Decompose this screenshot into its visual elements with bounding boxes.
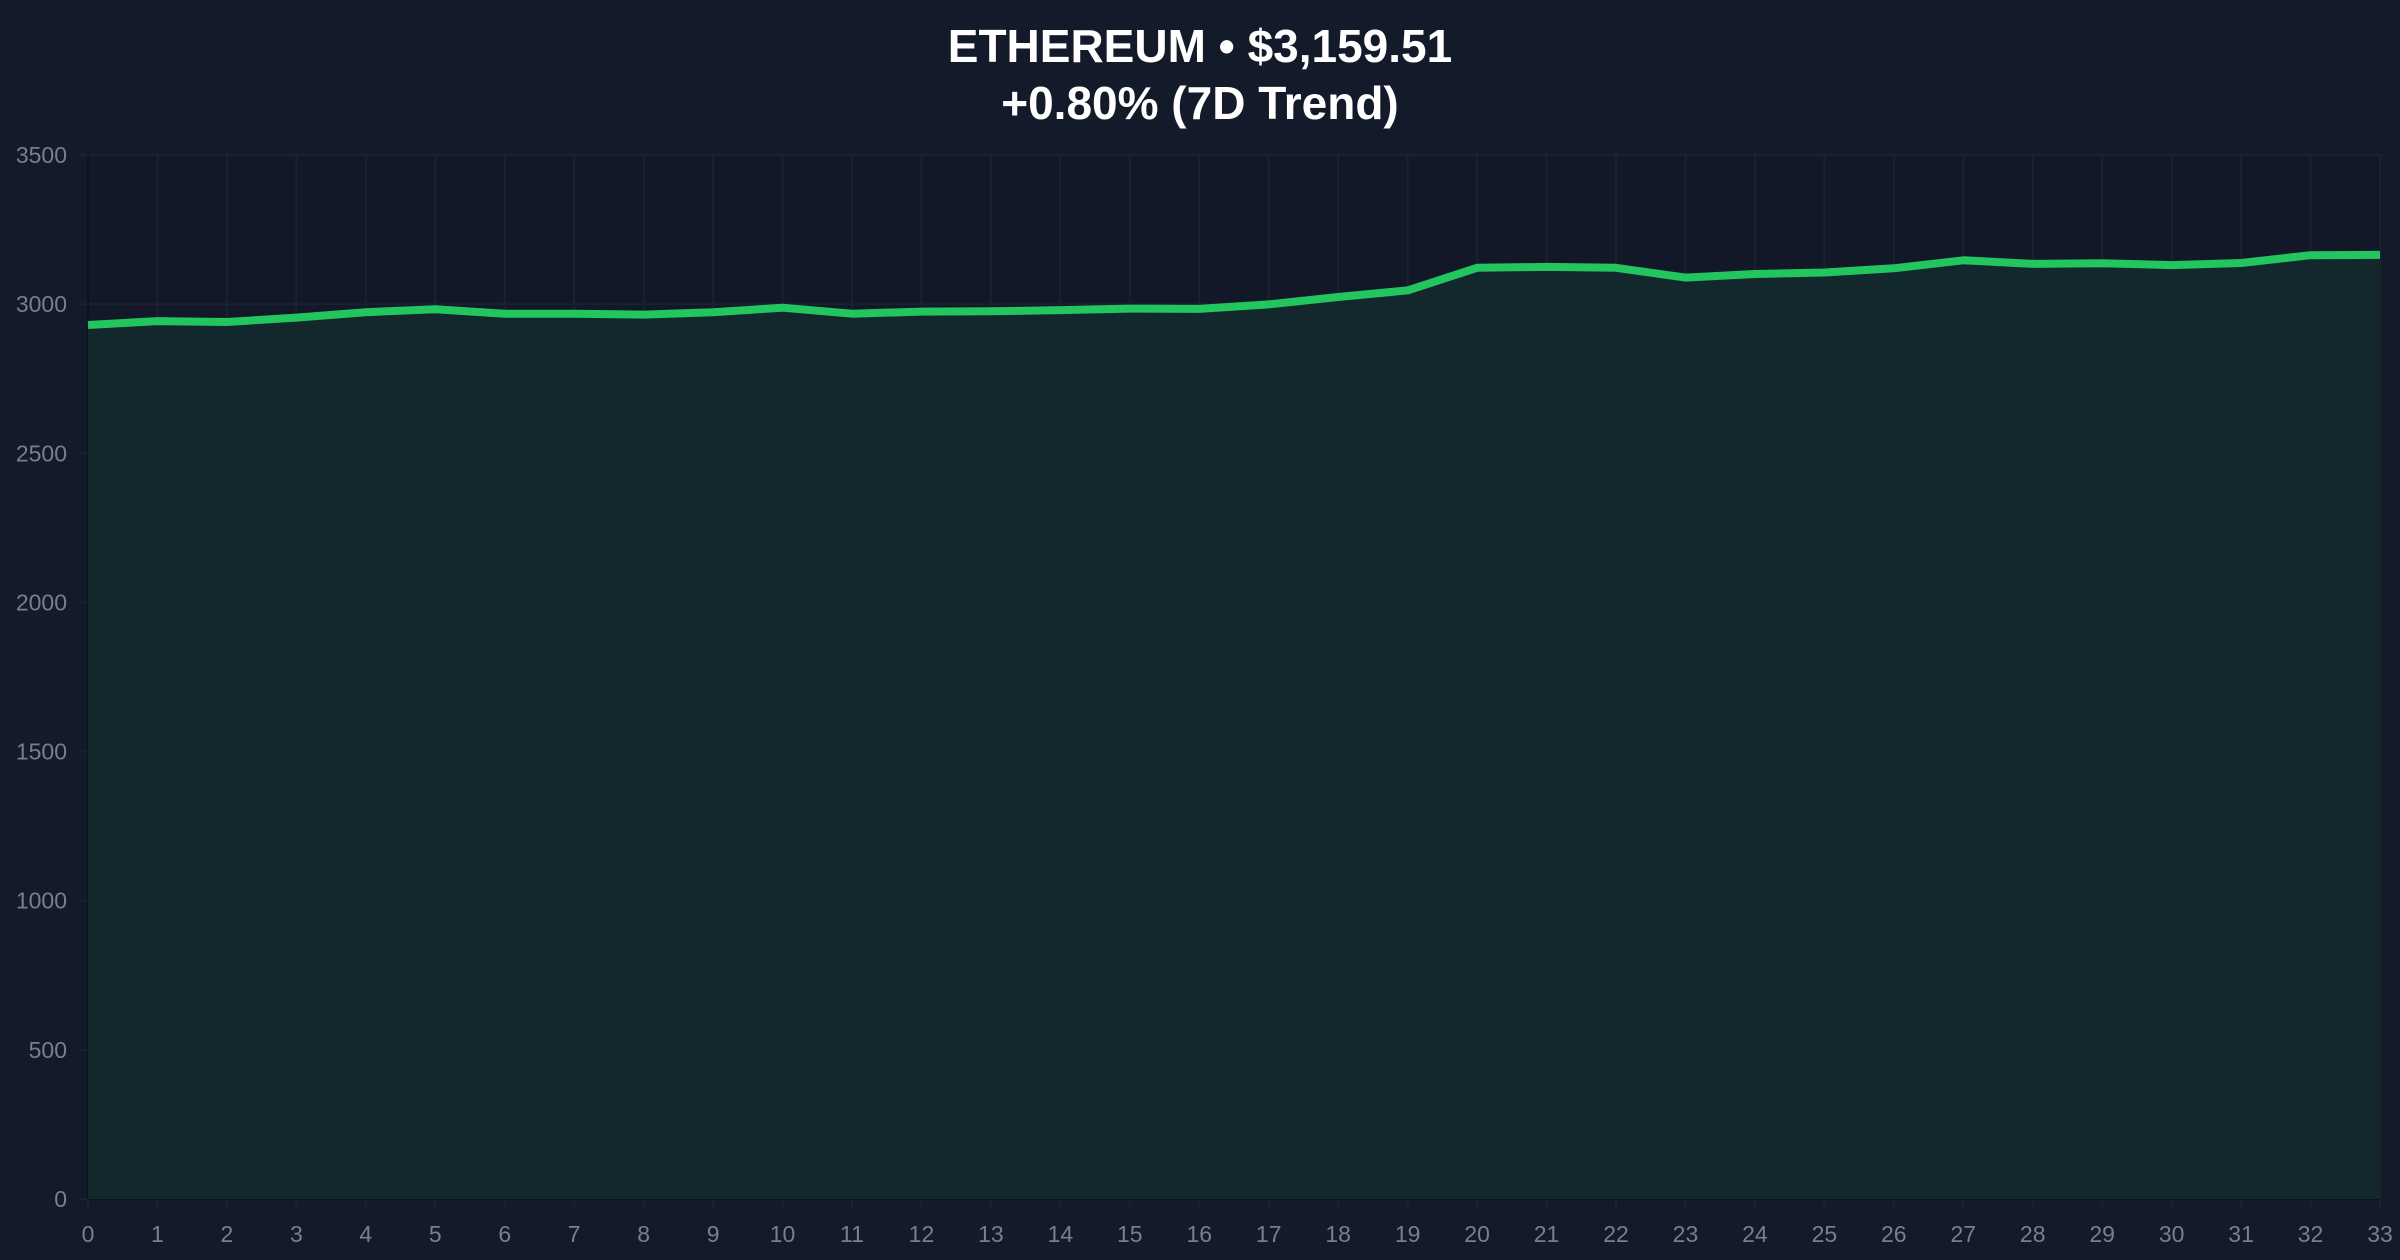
y-tick-label: 0 — [54, 1186, 67, 1212]
x-tick-label: 28 — [2020, 1221, 2046, 1247]
y-axis-ticks: 0 500 1000 1500 2000 2500 3000 3500 — [16, 142, 67, 1212]
price-line — [87, 250, 2381, 329]
x-tick-label: 2 — [221, 1221, 234, 1247]
x-tick-label: 29 — [2089, 1221, 2115, 1247]
x-tick-label: 0 — [82, 1221, 95, 1247]
x-tick-label: 4 — [359, 1221, 372, 1247]
x-tick-label: 9 — [707, 1221, 720, 1247]
x-tick-label: 30 — [2159, 1221, 2185, 1247]
x-tick-label: 19 — [1395, 1221, 1421, 1247]
x-tick-label: 16 — [1186, 1221, 1212, 1247]
price-area-fill — [88, 254, 2380, 1199]
x-tick-label: 5 — [429, 1221, 442, 1247]
x-tick-label: 23 — [1673, 1221, 1699, 1247]
x-axis-ticks: 0 1 2 3 4 5 6 7 8 9 10 11 12 13 14 15 16 17 18 19 20 21 22 23 24… — [82, 1221, 2393, 1247]
x-tick-label: 15 — [1117, 1221, 1143, 1247]
y-tick-label: 2500 — [16, 440, 67, 466]
y-tick-label: 1000 — [16, 888, 67, 914]
x-tick-label: 33 — [2367, 1221, 2393, 1247]
y-tick-label: 1500 — [16, 739, 67, 765]
x-tick-label: 8 — [637, 1221, 650, 1247]
chart-title-price: ETHEREUM • $3,159.51 — [947, 20, 1453, 72]
x-tick-label: 7 — [568, 1221, 581, 1247]
y-tick-label: 2000 — [16, 589, 67, 615]
x-tick-label: 24 — [1742, 1221, 1768, 1247]
x-tick-label: 14 — [1048, 1221, 1074, 1247]
chart-subtitle-trend: +0.80% (7D Trend) — [1001, 77, 1399, 129]
x-tick-label: 25 — [1812, 1221, 1838, 1247]
x-tick-label: 21 — [1534, 1221, 1560, 1247]
chart-title: ETHEREUM • $3,159.51 +0.80% (7D Trend) — [0, 18, 2400, 132]
x-tick-label: 18 — [1325, 1221, 1351, 1247]
x-tick-label: 20 — [1464, 1221, 1490, 1247]
x-tick-label: 6 — [498, 1221, 511, 1247]
y-tick-label: 3500 — [16, 142, 67, 168]
x-tick-label: 27 — [1950, 1221, 1976, 1247]
x-tick-label: 22 — [1603, 1221, 1629, 1247]
x-tick-label: 3 — [290, 1221, 303, 1247]
y-tick-label: 500 — [29, 1037, 67, 1063]
x-tick-label: 1 — [151, 1221, 164, 1247]
x-tick-label: 17 — [1256, 1221, 1282, 1247]
x-tick-label: 13 — [978, 1221, 1004, 1247]
x-tick-label: 12 — [909, 1221, 935, 1247]
x-tick-label: 26 — [1881, 1221, 1907, 1247]
y-tick-label: 3000 — [16, 291, 67, 317]
x-tick-label: 10 — [770, 1221, 796, 1247]
x-tick-label: 31 — [2228, 1221, 2254, 1247]
x-tick-label: 32 — [2298, 1221, 2324, 1247]
x-tick-label: 11 — [840, 1221, 864, 1247]
